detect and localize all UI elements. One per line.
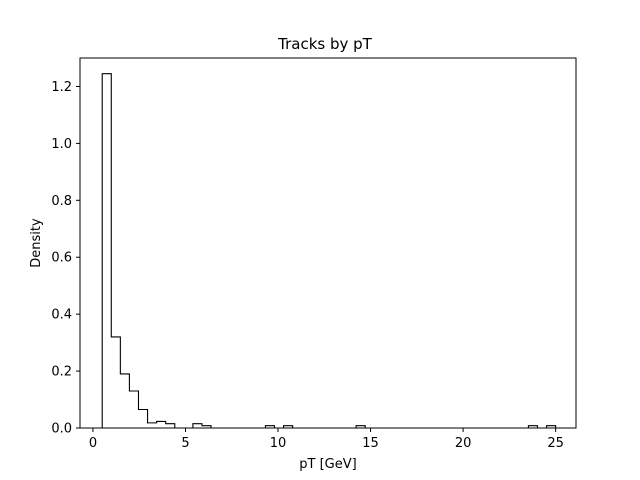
y-tick-label: 0.0 [51, 422, 72, 437]
x-tick-label: 5 [181, 436, 189, 451]
y-axis: 0.0 0.2 0.4 0.6 0.8 1.0 1.2 [51, 80, 80, 437]
histogram-step-line [102, 74, 555, 428]
x-tick-label: 25 [547, 436, 564, 451]
y-tick-label: 0.2 [51, 365, 72, 380]
y-tick-label: 0.4 [51, 308, 72, 323]
plot-area [102, 74, 555, 428]
y-tick-label: 1.2 [51, 80, 72, 95]
y-tick-label: 1.0 [51, 137, 72, 152]
x-tick-label: 15 [362, 436, 379, 451]
chart-title: Tracks by pT [277, 35, 373, 53]
x-tick-label: 20 [455, 436, 472, 451]
y-tick-label: 0.6 [51, 251, 72, 266]
y-tick-label: 0.8 [51, 194, 72, 209]
y-axis-title: Density [29, 218, 44, 268]
plot-frame [80, 58, 576, 428]
x-tick-label: 10 [270, 436, 287, 451]
x-axis-title: pT [GeV] [299, 457, 356, 472]
x-axis: 0 5 10 15 20 25 [89, 428, 564, 451]
x-tick-label: 0 [89, 436, 97, 451]
